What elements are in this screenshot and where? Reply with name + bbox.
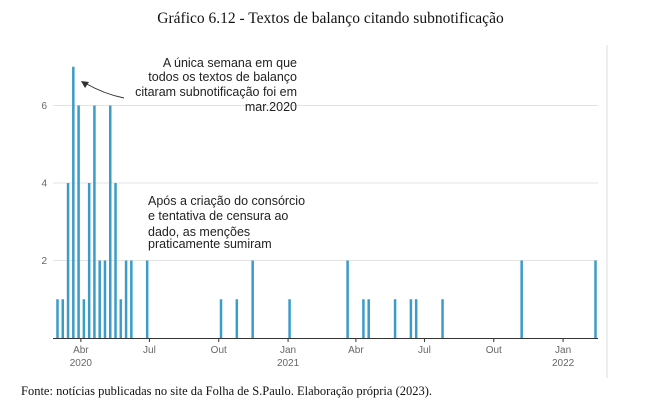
- bar: [77, 105, 80, 338]
- x-tick-label: Out: [486, 345, 502, 356]
- y-tick-label: 6: [41, 101, 47, 112]
- bar: [66, 183, 70, 338]
- x-tick-label: Jan: [280, 345, 296, 356]
- bar: [61, 299, 65, 338]
- y-tick-label: 4: [41, 179, 47, 190]
- y-tick-label: 2: [41, 256, 47, 267]
- annotation-text-line: todos os textos de balanço: [148, 70, 297, 84]
- bar: [594, 260, 597, 338]
- bar: [251, 260, 254, 338]
- bar: [130, 260, 133, 338]
- bar: [441, 299, 444, 338]
- bar: [288, 299, 291, 338]
- x-tick-year-label: 2022: [552, 358, 575, 369]
- bar: [109, 105, 112, 338]
- annotation-text-line: A única semana em que: [163, 56, 297, 70]
- annotation-arrow: [84, 82, 125, 99]
- bar: [114, 183, 117, 338]
- x-tick-label: Out: [211, 345, 227, 356]
- bar: [362, 299, 365, 338]
- bar: [414, 299, 418, 338]
- bar: [103, 260, 107, 338]
- bar: [82, 299, 86, 338]
- bar: [87, 183, 91, 338]
- bar: [409, 299, 413, 338]
- bar: [72, 66, 75, 338]
- axes: [53, 45, 608, 378]
- bar: [346, 260, 349, 338]
- bar: [98, 260, 101, 338]
- annotation-text-line: Após a criação do consórcio: [148, 194, 305, 208]
- bars: [56, 66, 597, 338]
- bar: [56, 299, 59, 338]
- bar: [219, 299, 223, 338]
- bar: [93, 105, 96, 338]
- x-tick-label: Jul: [143, 345, 156, 356]
- x-tick-year-label: 2020: [70, 358, 93, 369]
- bar: [235, 299, 239, 338]
- x-tick-year-label: 2021: [277, 358, 300, 369]
- bar: [119, 299, 123, 338]
- bar: [367, 299, 370, 338]
- x-axis-ticks: Abr 2020 Jul Out Jan 2021 Abr Jul Out Jan 2022: [70, 338, 575, 369]
- grid-lines: [53, 105, 598, 261]
- x-tick-label: Abr: [73, 345, 89, 356]
- annotation-text-line: dado, as menções: [148, 225, 250, 239]
- source-note: Fonte: notícias publicadas no site da Fo…: [21, 384, 433, 398]
- annotation-arrowhead: [81, 81, 89, 88]
- bar: [520, 260, 523, 338]
- bar: [393, 299, 397, 338]
- x-tick-label: Jul: [418, 345, 431, 356]
- x-tick-label: Jan: [555, 345, 571, 356]
- annotation-text-line: e tentativa de censura ao: [148, 209, 288, 223]
- chart-title: Gráfico 6.12 - Textos de balanço citando…: [157, 10, 504, 27]
- y-axis-ticks: 2 4 6: [41, 101, 47, 267]
- annotation-text-line: mar.2020: [245, 100, 297, 114]
- bar: [145, 260, 149, 338]
- x-tick-label: Abr: [348, 345, 364, 356]
- bar: [124, 260, 128, 338]
- annotation-text-line: praticamente sumiram: [148, 237, 272, 251]
- annotation-text-line: citaram subnotificação foi em: [135, 85, 297, 99]
